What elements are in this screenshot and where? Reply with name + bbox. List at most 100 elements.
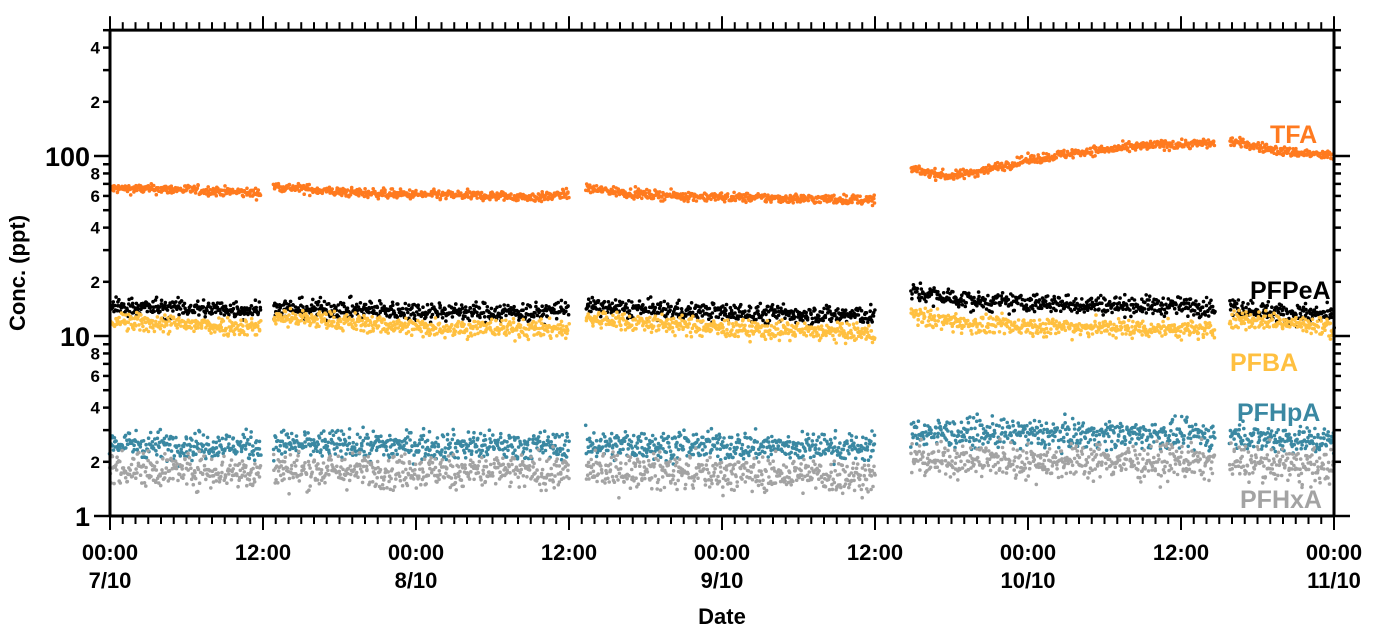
data-point <box>358 301 363 305</box>
data-point <box>843 341 848 346</box>
data-point <box>203 311 208 315</box>
data-point <box>296 306 301 310</box>
data-point <box>769 336 773 341</box>
data-point <box>993 324 998 329</box>
data-point <box>1006 297 1011 302</box>
data-point <box>709 328 714 332</box>
data-point <box>810 316 815 321</box>
data-point <box>175 326 180 330</box>
data-point <box>660 312 664 317</box>
data-point <box>832 193 836 198</box>
data-point <box>332 315 336 320</box>
data-point <box>719 191 724 195</box>
data-point <box>1205 146 1209 150</box>
data-point <box>716 315 721 320</box>
data-point <box>739 302 743 307</box>
data-point <box>820 310 825 315</box>
data-point <box>154 192 159 197</box>
data-point <box>213 310 218 315</box>
data-point <box>624 302 628 306</box>
data-point <box>1152 140 1157 144</box>
data-point <box>331 320 336 324</box>
data-point <box>653 193 658 197</box>
data-point <box>226 332 231 336</box>
data-point <box>977 294 981 299</box>
data-point <box>599 326 603 330</box>
data-point <box>733 334 737 339</box>
data-point <box>732 190 736 195</box>
data-point <box>554 316 559 321</box>
data-point <box>1027 308 1031 312</box>
data-point <box>1032 309 1037 314</box>
data-point <box>115 190 120 195</box>
data-point <box>662 197 667 202</box>
data-point <box>1041 151 1046 156</box>
data-point <box>466 309 471 314</box>
data-point <box>986 171 990 175</box>
data-point <box>222 193 226 197</box>
data-point <box>371 329 376 333</box>
data-point <box>1094 145 1098 150</box>
data-point <box>440 316 445 320</box>
data-point <box>969 328 973 333</box>
data-point <box>318 295 323 300</box>
data-point <box>219 301 224 305</box>
data-point <box>130 301 135 306</box>
data-point <box>1054 308 1058 313</box>
data-point <box>560 333 564 337</box>
data-point <box>1093 307 1097 312</box>
data-point <box>1132 298 1137 302</box>
data-point <box>300 295 304 300</box>
data-point <box>327 319 331 323</box>
data-point <box>167 329 172 334</box>
data-point <box>1162 314 1167 319</box>
data-point <box>250 312 255 317</box>
data-point <box>332 309 337 314</box>
data-point <box>222 333 226 337</box>
data-point <box>813 327 818 332</box>
data-point <box>430 312 435 317</box>
data-point <box>249 304 254 308</box>
data-point <box>854 337 858 341</box>
data-point <box>524 306 529 311</box>
data-point <box>971 308 976 313</box>
data-point <box>610 301 615 306</box>
data-point <box>975 303 979 308</box>
data-point <box>425 323 430 328</box>
data-point <box>462 322 466 327</box>
data-point <box>223 184 227 188</box>
data-point <box>1032 154 1036 158</box>
data-point <box>599 185 604 189</box>
data-point <box>386 331 391 335</box>
data-point <box>177 316 181 320</box>
data-point <box>502 303 507 307</box>
data-point <box>724 302 729 307</box>
data-point <box>1049 309 1053 314</box>
data-point <box>865 330 870 335</box>
data-point <box>630 323 634 328</box>
data-point <box>468 190 472 195</box>
data-point <box>805 318 810 322</box>
data-point <box>299 318 304 323</box>
data-point <box>177 313 181 317</box>
data-point <box>322 317 327 321</box>
data-point <box>681 325 686 330</box>
data-point <box>277 184 281 188</box>
data-point <box>1230 136 1235 140</box>
data-point <box>1127 149 1132 154</box>
data-point <box>978 329 983 333</box>
data-point <box>1270 305 1274 310</box>
data-point <box>851 322 856 327</box>
data-point <box>958 320 962 324</box>
data-point <box>602 299 607 304</box>
data-point <box>709 315 713 320</box>
data-point <box>1054 319 1058 324</box>
data-point <box>1142 307 1147 311</box>
data-point <box>541 332 546 337</box>
data-point <box>348 311 353 315</box>
data-point <box>931 304 936 309</box>
data-point <box>850 200 854 205</box>
data-point <box>849 331 854 336</box>
data-point <box>539 317 543 321</box>
data-point <box>317 310 322 314</box>
